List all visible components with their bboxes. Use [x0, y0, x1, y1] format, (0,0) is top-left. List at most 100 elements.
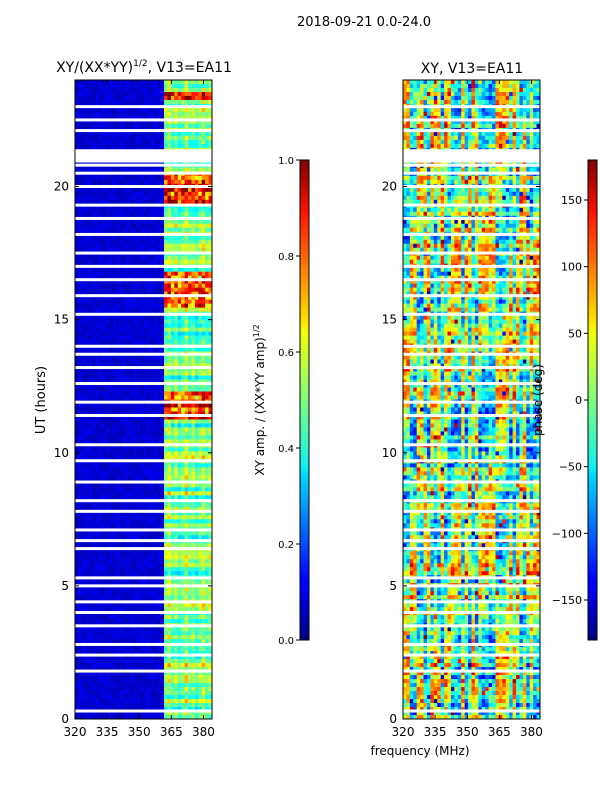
- amplitude-heatmap-cell: [150, 371, 155, 376]
- amplitude-heatmap-cell: [191, 427, 196, 432]
- amplitude-heatmap-cell: [136, 179, 141, 185]
- amplitude-heatmap-cell: [153, 531, 158, 536]
- amplitude-heatmap-cell: [157, 87, 162, 93]
- amplitude-heatmap-cell: [157, 247, 162, 253]
- amplitude-heatmap-cell: [102, 223, 107, 229]
- amplitude-heatmap-cell: [177, 175, 182, 181]
- amplitude-heatmap-cell: [81, 211, 86, 217]
- amplitude-heatmap-cell: [164, 295, 168, 301]
- amplitude-heatmap-cell: [198, 239, 203, 245]
- amplitude-heatmap-cell: [98, 295, 103, 301]
- amplitude-heatmap-cell: [167, 331, 172, 336]
- amplitude-heatmap-cell: [181, 555, 185, 560]
- amplitude-heatmap-cell: [140, 559, 144, 564]
- amplitude-heatmap-cell: [109, 427, 114, 432]
- amplitude-heatmap-cell: [112, 291, 117, 297]
- amplitude-heatmap-cell: [150, 407, 155, 412]
- amplitude-heatmap-cell: [150, 135, 155, 141]
- amplitude-heatmap-cell: [146, 131, 151, 137]
- amplitude-heatmap-cell: [157, 83, 162, 89]
- amplitude-heatmap-cell: [129, 463, 134, 468]
- amplitude-heatmap-cell: [205, 359, 209, 364]
- amplitude-heatmap-cell: [146, 347, 151, 352]
- amplitude-heatmap-cell: [92, 87, 96, 93]
- amplitude-heatmap-cell: [140, 87, 144, 93]
- amplitude-heatmap-cell: [85, 239, 90, 245]
- amplitude-heatmap-cell: [116, 347, 120, 352]
- amplitude-heatmap-cell: [164, 291, 168, 297]
- amplitude-heatmap-cell: [92, 427, 96, 432]
- amplitude-heatmap-cell: [126, 271, 131, 277]
- amplitude-heatmap-cell: [188, 475, 192, 480]
- amplitude-heatmap-cell: [153, 307, 158, 313]
- amplitude-heatmap-cell: [174, 211, 179, 217]
- amplitude-heatmap-cell: [129, 323, 134, 329]
- amplitude-heatmap-cell: [81, 239, 86, 245]
- amplitude-heatmap-cell: [116, 175, 120, 181]
- amplitude-heatmap-cell: [133, 139, 138, 145]
- amplitude-heatmap-cell: [184, 315, 189, 321]
- amplitude-heatmap-cell: [164, 531, 168, 536]
- amplitude-heatmap-cell: [201, 367, 206, 372]
- amplitude-heatmap-cell: [95, 435, 100, 440]
- amplitude-heatmap-cell: [170, 347, 175, 352]
- amplitude-heatmap-cell: [78, 99, 83, 105]
- amplitude-heatmap-cell: [109, 115, 114, 121]
- amplitude-heatmap-cell: [78, 191, 83, 197]
- amplitude-heatmap-cell: [75, 279, 79, 285]
- amplitude-heatmap-cell: [191, 495, 196, 500]
- amplitude-heatmap-cell: [81, 523, 86, 528]
- amplitude-heatmap-cell: [184, 427, 189, 432]
- amplitude-heatmap-cell: [88, 315, 93, 321]
- amplitude-heatmap-cell: [174, 271, 179, 277]
- amplitude-heatmap-cell: [146, 571, 151, 576]
- amplitude-heatmap-cell: [205, 495, 209, 500]
- amplitude-heatmap-cell: [157, 315, 162, 321]
- amplitude-heatmap-cell: [88, 519, 93, 524]
- amplitude-heatmap-cell: [129, 371, 134, 376]
- amplitude-heatmap-cell: [109, 319, 114, 325]
- amplitude-heatmap-cell: [116, 307, 120, 313]
- amplitude-heatmap-cell: [133, 423, 138, 428]
- amplitude-heatmap-cell: [122, 451, 127, 456]
- amplitude-heatmap-cell: [198, 135, 203, 141]
- amplitude-heatmap-cell: [198, 491, 203, 496]
- amplitude-heatmap-cell: [122, 359, 127, 364]
- amplitude-heatmap-cell: [140, 179, 144, 185]
- amplitude-heatmap-cell: [205, 195, 209, 201]
- amplitude-heatmap-cell: [122, 559, 127, 564]
- amplitude-heatmap-cell: [194, 295, 199, 301]
- amplitude-heatmap-cell: [126, 563, 131, 568]
- amplitude-heatmap-cell: [201, 435, 206, 440]
- amplitude-heatmap-cell: [102, 347, 107, 352]
- amplitude-heatmap-cell: [95, 495, 100, 500]
- amplitude-heatmap-cell: [157, 503, 162, 508]
- amplitude-heatmap-cell: [140, 395, 144, 400]
- amplitude-heatmap-cell: [150, 275, 155, 281]
- amplitude-heatmap-cell: [92, 571, 96, 576]
- amplitude-heatmap-cell: [136, 507, 141, 512]
- amplitude-heatmap-cell: [98, 255, 103, 261]
- amplitude-heatmap-cell: [122, 255, 127, 261]
- amplitude-heatmap-cell: [88, 279, 93, 285]
- amplitude-heatmap-cell: [92, 555, 96, 560]
- amplitude-heatmap-cell: [75, 267, 79, 273]
- amplitude-heatmap-cell: [78, 427, 83, 432]
- amplitude-heatmap-cell: [198, 247, 203, 253]
- amplitude-heatmap-cell: [105, 487, 110, 492]
- amplitude-heatmap-cell: [78, 239, 83, 245]
- amplitude-heatmap-cell: [188, 543, 192, 548]
- amplitude-heatmap-cell: [188, 447, 192, 452]
- amplitude-heatmap-cell: [95, 223, 100, 229]
- amplitude-heatmap-cell: [146, 167, 151, 173]
- amplitude-heatmap-cell: [181, 327, 185, 332]
- amplitude-heatmap-cell: [143, 259, 148, 265]
- amplitude-heatmap-cell: [75, 123, 79, 129]
- amplitude-heatmap-cell: [184, 359, 189, 364]
- amplitude-heatmap-cell: [92, 467, 96, 472]
- amplitude-heatmap-cell: [157, 255, 162, 261]
- amplitude-heatmap-cell: [102, 175, 107, 181]
- amplitude-heatmap-cell: [150, 107, 155, 113]
- amplitude-heatmap-cell: [133, 239, 138, 245]
- amplitude-heatmap-cell: [164, 447, 168, 452]
